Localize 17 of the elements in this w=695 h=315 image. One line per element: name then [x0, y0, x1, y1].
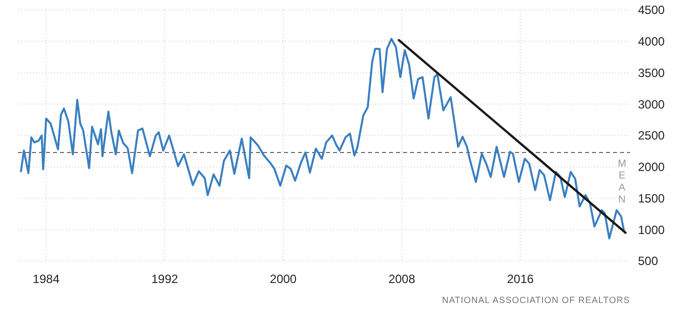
y-tick-label: 3500 — [638, 66, 666, 80]
x-tick-label: 2000 — [270, 272, 297, 286]
y-tick-label: 1500 — [638, 191, 666, 206]
text: NATIONAL ASSOCIATION OF REALTORS — [442, 295, 630, 305]
y-tick-label: 500 — [638, 254, 658, 268]
x-tick-label: 1992 — [151, 272, 178, 286]
y-tick-label: 1000 — [638, 222, 666, 237]
y-tick-label: 4500 — [638, 3, 666, 18]
y-tick-label: 2500 — [638, 128, 666, 143]
line-series — [20, 38, 626, 240]
y-tick-label: 4000 — [638, 34, 666, 49]
x-tick-label: 2008 — [388, 272, 416, 286]
y-tick-label: 2000 — [638, 160, 666, 174]
x-tick-label: 2016 — [506, 272, 534, 286]
x-tick-label: 1984 — [32, 272, 60, 286]
ref-line-label: MEAN — [618, 158, 626, 206]
y-tick-label: 3000 — [638, 97, 666, 112]
